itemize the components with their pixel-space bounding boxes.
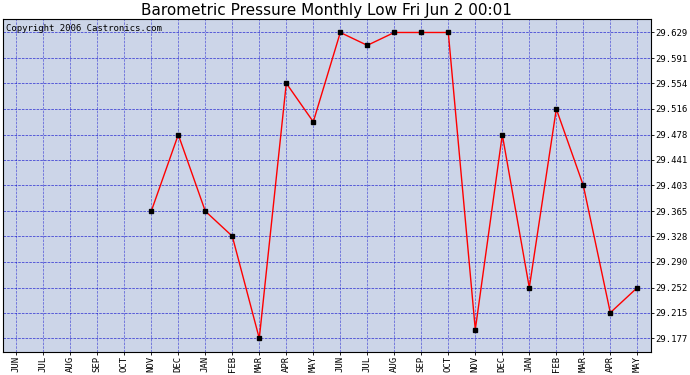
Text: Copyright 2006 Castronics.com: Copyright 2006 Castronics.com [6,24,162,33]
Title: Barometric Pressure Monthly Low Fri Jun 2 00:01: Barometric Pressure Monthly Low Fri Jun … [141,3,512,18]
